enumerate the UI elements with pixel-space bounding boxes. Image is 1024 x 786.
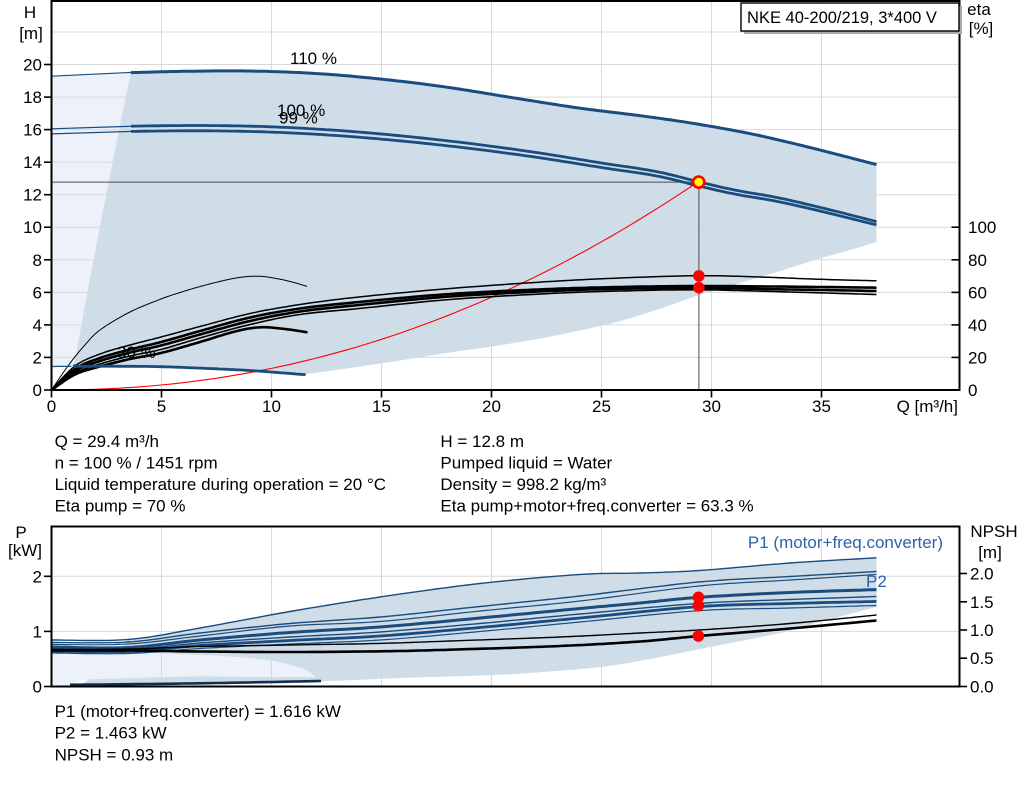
- svg-text:1.5: 1.5: [970, 593, 994, 612]
- svg-text:[m]: [m]: [978, 543, 1002, 562]
- svg-text:20: 20: [968, 348, 987, 367]
- svg-text:60: 60: [968, 283, 987, 302]
- svg-text:NPSH = 0.93 m: NPSH = 0.93 m: [55, 745, 174, 764]
- svg-text:12: 12: [23, 186, 42, 205]
- svg-text:0: 0: [33, 678, 42, 697]
- svg-text:P1 (motor+freq.converter): P1 (motor+freq.converter): [748, 533, 943, 552]
- svg-text:10: 10: [262, 397, 281, 416]
- svg-text:[kW]: [kW]: [8, 541, 42, 560]
- svg-text:NKE 40-200/219, 3*400 V: NKE 40-200/219, 3*400 V: [747, 9, 937, 27]
- svg-text:0: 0: [968, 381, 977, 400]
- svg-text:0.5: 0.5: [970, 649, 994, 668]
- svg-text:0: 0: [33, 381, 42, 400]
- svg-text:14: 14: [23, 153, 42, 172]
- svg-text:110 %: 110 %: [290, 49, 337, 68]
- svg-text:35: 35: [812, 397, 831, 416]
- svg-text:n = 100 % / 1451 rpm: n = 100 % / 1451 rpm: [55, 454, 218, 473]
- svg-text:NPSH: NPSH: [970, 522, 1017, 541]
- svg-text:2: 2: [33, 348, 42, 367]
- svg-text:30: 30: [702, 397, 721, 416]
- svg-text:Liquid temperature during oper: Liquid temperature during operation = 20…: [55, 475, 386, 494]
- svg-text:Q = 29.4 m³/h: Q = 29.4 m³/h: [55, 432, 159, 451]
- svg-text:0.0: 0.0: [970, 678, 994, 697]
- svg-text:P2: P2: [866, 572, 887, 591]
- svg-text:16: 16: [23, 121, 42, 140]
- svg-text:100 %: 100 %: [277, 101, 325, 120]
- svg-text:P1 (motor+freq.converter) = 1.: P1 (motor+freq.converter) = 1.616 kW: [55, 702, 341, 721]
- svg-text:18: 18: [23, 88, 42, 107]
- svg-text:5: 5: [157, 397, 166, 416]
- svg-text:99 %: 99 %: [279, 109, 318, 128]
- svg-text:15: 15: [372, 397, 391, 416]
- svg-text:[m]: [m]: [19, 24, 43, 43]
- svg-text:80: 80: [968, 251, 987, 270]
- svg-text:6: 6: [33, 283, 42, 302]
- svg-text:Eta pump = 70 %: Eta pump = 70 %: [55, 497, 186, 516]
- svg-text:2.0: 2.0: [970, 565, 994, 584]
- svg-text:20: 20: [23, 56, 42, 75]
- svg-text:30 %: 30 %: [117, 343, 156, 362]
- svg-text:10: 10: [23, 218, 42, 237]
- svg-text:4: 4: [33, 316, 42, 335]
- svg-text:Pumped liquid = Water: Pumped liquid = Water: [440, 454, 612, 473]
- svg-text:Density = 998.2 kg/m³: Density = 998.2 kg/m³: [440, 475, 606, 494]
- svg-text:Eta pump+motor+freq.converter: Eta pump+motor+freq.converter = 63.3 %: [440, 497, 753, 516]
- svg-text:100: 100: [968, 218, 996, 237]
- svg-text:1.0: 1.0: [970, 621, 994, 640]
- svg-text:eta: eta: [967, 0, 991, 19]
- svg-text:20: 20: [482, 397, 501, 416]
- svg-text:40: 40: [968, 316, 987, 335]
- svg-text:1: 1: [33, 622, 42, 641]
- svg-text:P: P: [15, 523, 26, 542]
- svg-text:25: 25: [592, 397, 611, 416]
- svg-text:2: 2: [33, 567, 42, 586]
- svg-text:0: 0: [47, 397, 56, 416]
- svg-text:Q [m³/h]: Q [m³/h]: [897, 397, 958, 416]
- svg-text:[%]: [%]: [969, 19, 994, 38]
- svg-text:H: H: [24, 3, 36, 22]
- svg-text:8: 8: [33, 251, 42, 270]
- svg-text:H = 12.8 m: H = 12.8 m: [440, 432, 524, 451]
- svg-text:P2 = 1.463 kW: P2 = 1.463 kW: [55, 724, 167, 743]
